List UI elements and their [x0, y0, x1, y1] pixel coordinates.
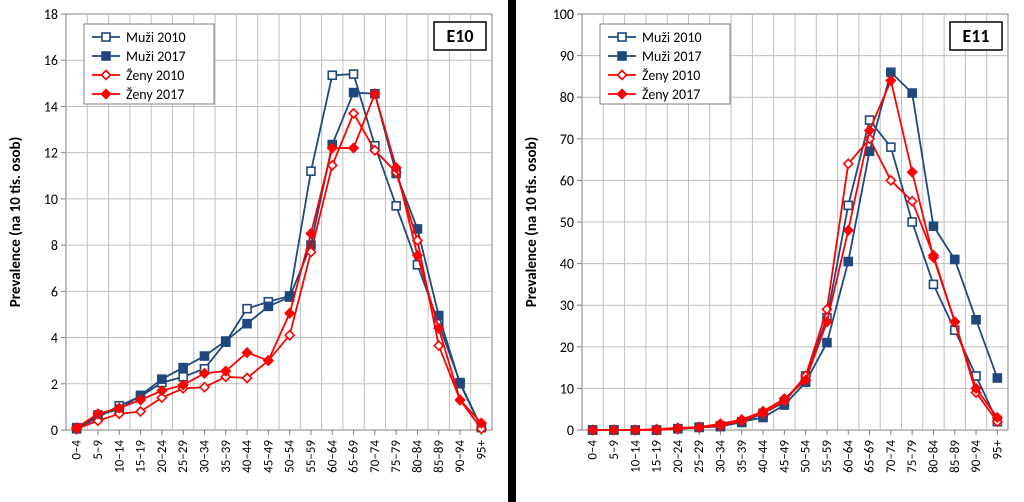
svg-text:10: 10 [44, 191, 58, 208]
chart-panel-e10: 0 2 4 6 8 10 12 14 16 18 0–4 5–9 10–14 15–19 20–24 25–2… [0, 0, 508, 502]
svg-text:Prevalence (na 10 tis. osob): Prevalence (na 10 tis. osob) [523, 137, 541, 308]
svg-text:90–94: 90–94 [453, 440, 468, 473]
svg-text:8: 8 [51, 237, 58, 254]
svg-text:60–64: 60–64 [325, 440, 340, 473]
svg-text:0: 0 [567, 422, 574, 439]
svg-text:4: 4 [51, 330, 58, 347]
svg-text:16: 16 [44, 52, 58, 69]
svg-text:50–54: 50–54 [799, 440, 814, 473]
svg-text:40: 40 [560, 256, 574, 273]
svg-text:65–69: 65–69 [863, 440, 878, 473]
svg-text:35–39: 35–39 [735, 440, 750, 473]
svg-text:45–49: 45–49 [261, 440, 276, 473]
svg-text:E11: E11 [962, 25, 989, 47]
svg-text:18: 18 [44, 6, 58, 23]
svg-text:10: 10 [560, 380, 574, 397]
svg-text:55–59: 55–59 [820, 440, 835, 473]
svg-text:2: 2 [51, 376, 58, 393]
svg-text:30–34: 30–34 [713, 440, 728, 473]
svg-text:35–39: 35–39 [219, 440, 234, 473]
svg-text:40–44: 40–44 [240, 440, 255, 473]
svg-text:E10: E10 [446, 25, 473, 47]
svg-text:90: 90 [560, 48, 574, 65]
svg-text:Prevalence (na 10 tis. osob): Prevalence (na 10 tis. osob) [7, 137, 25, 308]
svg-text:Ženy 2010: Ženy 2010 [642, 67, 700, 84]
svg-text:Muži 2010: Muži 2010 [126, 29, 186, 46]
svg-text:Ženy 2010: Ženy 2010 [126, 67, 184, 84]
svg-text:75–79: 75–79 [389, 440, 404, 473]
svg-text:80–84: 80–84 [926, 440, 941, 473]
svg-text:Ženy 2017: Ženy 2017 [126, 86, 184, 103]
svg-text:85–89: 85–89 [948, 440, 963, 473]
svg-text:80: 80 [560, 89, 574, 106]
svg-text:30–34: 30–34 [197, 440, 212, 473]
svg-text:10–14: 10–14 [112, 440, 127, 473]
svg-text:60: 60 [560, 172, 574, 189]
svg-text:45–49: 45–49 [777, 440, 792, 473]
svg-text:12: 12 [44, 145, 58, 162]
svg-text:14: 14 [44, 98, 58, 115]
svg-text:85–89: 85–89 [432, 440, 447, 473]
svg-text:6: 6 [51, 283, 58, 300]
svg-text:50–54: 50–54 [283, 440, 298, 473]
svg-text:90–94: 90–94 [969, 440, 984, 473]
svg-text:70–74: 70–74 [368, 440, 383, 473]
svg-text:Muži 2017: Muži 2017 [642, 48, 702, 65]
svg-text:0: 0 [51, 422, 58, 439]
svg-text:5–9: 5–9 [91, 440, 106, 460]
svg-text:Muži 2017: Muži 2017 [126, 48, 186, 65]
svg-text:30: 30 [560, 297, 574, 314]
svg-text:25–29: 25–29 [176, 440, 191, 473]
svg-text:95+: 95+ [990, 439, 1005, 459]
svg-text:Ženy 2017: Ženy 2017 [642, 86, 700, 103]
svg-text:Muži 2010: Muži 2010 [642, 29, 702, 46]
svg-text:50: 50 [560, 214, 574, 231]
svg-text:0–4: 0–4 [70, 440, 85, 460]
svg-text:10–14: 10–14 [628, 440, 643, 473]
svg-text:70: 70 [560, 131, 574, 148]
svg-text:55–59: 55–59 [304, 440, 319, 473]
svg-text:20: 20 [560, 339, 574, 356]
chart-panel-e11: 0 10 20 30 40 50 60 70 80 90 100 0–4 5–9 10–14 15–19 20… [516, 0, 1024, 502]
svg-text:20–24: 20–24 [155, 440, 170, 473]
svg-text:70–74: 70–74 [884, 440, 899, 473]
svg-text:25–29: 25–29 [692, 440, 707, 473]
svg-text:100: 100 [553, 6, 574, 23]
svg-text:15–19: 15–19 [650, 440, 665, 473]
svg-text:20–24: 20–24 [671, 440, 686, 473]
svg-text:15–19: 15–19 [134, 440, 149, 473]
svg-text:0–4: 0–4 [586, 440, 601, 460]
svg-text:5–9: 5–9 [607, 440, 622, 460]
svg-text:80–84: 80–84 [410, 440, 425, 473]
svg-text:95+: 95+ [474, 439, 489, 459]
svg-text:40–44: 40–44 [756, 440, 771, 473]
svg-text:60–64: 60–64 [841, 440, 856, 473]
svg-text:65–69: 65–69 [347, 440, 362, 473]
svg-text:75–79: 75–79 [905, 440, 920, 473]
